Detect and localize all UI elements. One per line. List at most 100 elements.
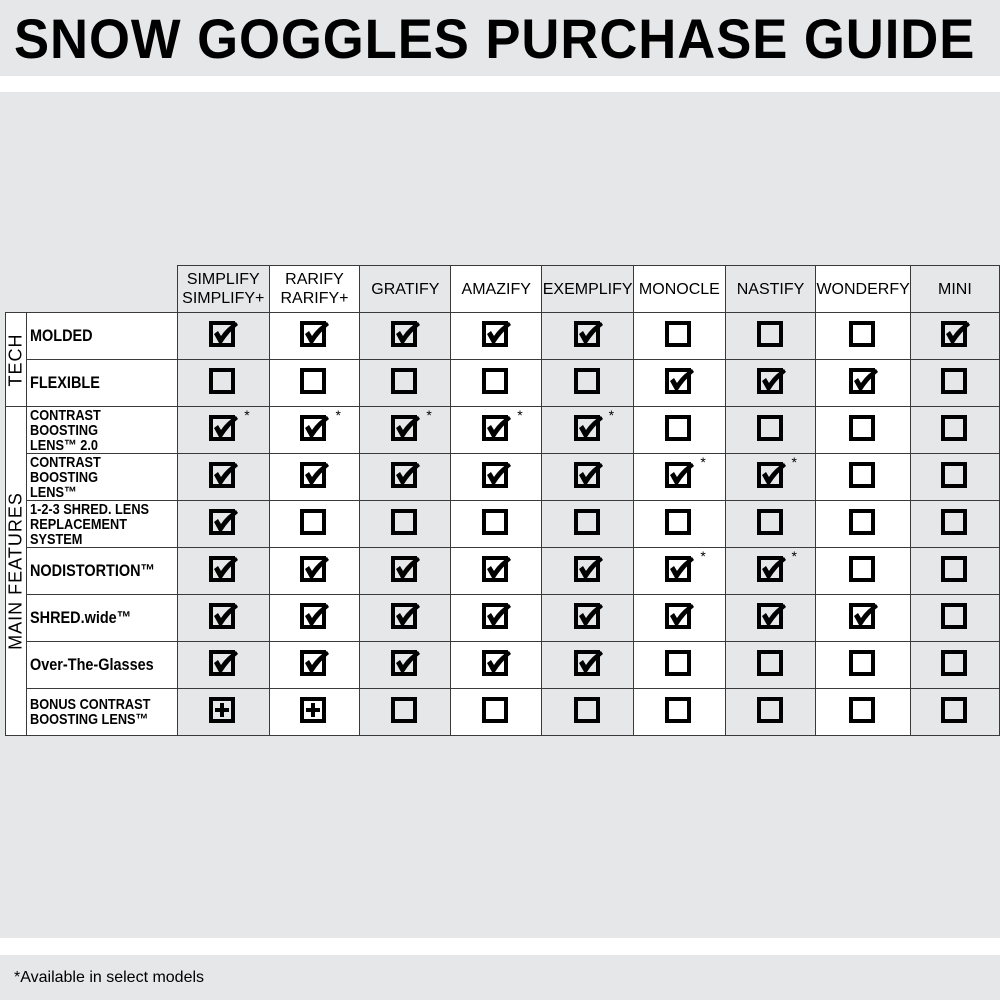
row-label: MOLDED	[29, 326, 93, 345]
checkmark-icon	[305, 556, 330, 578]
row-label-cell: BONUS CONTRAST BOOSTING LENS™	[25, 688, 178, 736]
checkmark-icon	[214, 650, 239, 672]
checked-box-icon	[849, 367, 879, 394]
checkmark-icon	[761, 556, 786, 578]
checked-box-icon	[573, 320, 603, 347]
row-label: 1-2-3 SHRED. LENS REPLACEMENT SYSTEM	[29, 500, 149, 548]
feature-cell	[724, 406, 817, 454]
table-row: SHRED.wide™	[6, 594, 1000, 642]
checkmark-icon	[214, 603, 239, 625]
empty-box-icon	[665, 508, 692, 535]
feature-cell: *	[541, 406, 635, 454]
feature-cell	[176, 453, 270, 501]
feature-cell	[176, 594, 270, 642]
feature-cell	[815, 359, 911, 407]
feature-cell	[176, 688, 270, 736]
checkmark-icon	[396, 603, 421, 625]
empty-box-icon	[940, 414, 967, 441]
feature-cell	[909, 453, 1000, 501]
feature-cell	[450, 547, 543, 595]
checked-box-icon	[209, 508, 239, 535]
checkmark-icon	[670, 368, 695, 390]
title-band: SNOW GOGGLES PURCHASE GUIDE	[0, 0, 1000, 76]
empty-box-icon	[300, 508, 327, 535]
feature-cell	[541, 688, 635, 736]
checkmark-icon	[305, 462, 330, 484]
feature-cell	[541, 359, 635, 407]
checked-box-icon	[482, 414, 512, 441]
checked-box-icon	[209, 555, 239, 582]
asterisk-marker: *	[426, 406, 432, 423]
checked-box-icon	[665, 367, 695, 394]
empty-box-icon	[849, 508, 876, 535]
row-label-cell: CONTRAST BOOSTING LENS™	[25, 453, 178, 501]
checked-box-icon	[300, 414, 330, 441]
checked-box-icon	[756, 461, 786, 488]
checked-box-icon	[300, 461, 330, 488]
checkmark-icon	[487, 650, 512, 672]
empty-box-icon	[940, 508, 967, 535]
checkmark-icon	[578, 603, 603, 625]
empty-box-icon	[391, 367, 418, 394]
checked-box-icon	[665, 555, 695, 582]
checked-box-icon	[391, 555, 421, 582]
checkmark-icon	[578, 650, 603, 672]
row-label-cell: CONTRAST BOOSTING LENS™ 2.0	[25, 406, 178, 454]
feature-cell	[450, 500, 543, 548]
checkmark-icon	[578, 321, 603, 343]
row-label: Over-The-Glasses	[29, 655, 154, 674]
column-header: WONDERFY	[815, 265, 911, 313]
feature-cell	[909, 688, 1000, 736]
checked-box-icon	[391, 461, 421, 488]
feature-cell	[815, 406, 911, 454]
row-label-cell: Over-The-Glasses	[25, 641, 178, 689]
group-label-cell: MAIN FEATURES	[5, 406, 27, 736]
divider	[0, 938, 1000, 955]
feature-cell	[724, 500, 817, 548]
empty-box-icon	[482, 696, 509, 723]
feature-cell	[724, 312, 817, 360]
empty-box-icon	[756, 320, 783, 347]
checkmark-icon	[854, 603, 879, 625]
header-row: SIMPLIFY SIMPLIFY+ RARIFY RARIFY+ GRATIFY A…	[6, 265, 1000, 313]
feature-cell	[909, 594, 1000, 642]
checked-box-icon	[482, 602, 512, 629]
checkmark-icon	[214, 462, 239, 484]
empty-box-icon	[849, 555, 876, 582]
table-row: Over-The-Glasses	[6, 641, 1000, 689]
feature-cell	[359, 453, 452, 501]
feature-cell	[176, 500, 270, 548]
empty-box-icon	[940, 696, 967, 723]
checked-box-icon	[209, 320, 239, 347]
checkmark-icon	[214, 415, 239, 437]
column-header: EXEMPLIFY	[541, 265, 635, 313]
feature-cell	[909, 641, 1000, 689]
row-label-cell: SHRED.wide™	[25, 594, 178, 642]
checkmark-icon	[396, 462, 421, 484]
checked-box-icon	[756, 602, 786, 629]
empty-box-icon	[665, 414, 692, 441]
checkmark-icon	[487, 321, 512, 343]
checkmark-icon	[670, 556, 695, 578]
feature-cell	[541, 594, 635, 642]
row-label-cell: FLEXIBLE	[25, 359, 178, 407]
feature-cell	[633, 312, 726, 360]
checked-box-icon	[482, 649, 512, 676]
column-header: SIMPLIFY SIMPLIFY+	[176, 265, 270, 313]
checked-box-icon	[849, 602, 879, 629]
row-label: BONUS CONTRAST BOOSTING LENS™	[29, 696, 151, 728]
checkmark-icon	[305, 415, 330, 437]
row-label: NODISTORTION™	[29, 561, 155, 580]
feature-cell	[268, 594, 361, 642]
feature-cell	[541, 641, 635, 689]
feature-cell	[815, 594, 911, 642]
feature-cell	[450, 594, 543, 642]
checked-box-icon	[573, 414, 603, 441]
group-label: MAIN FEATURES	[5, 492, 26, 650]
asterisk-marker: *	[791, 547, 797, 564]
group-label: TECH	[5, 333, 26, 386]
plus-box-icon	[209, 696, 236, 723]
feature-cell	[268, 641, 361, 689]
empty-box-icon	[665, 649, 692, 676]
checkmark-icon	[305, 650, 330, 672]
